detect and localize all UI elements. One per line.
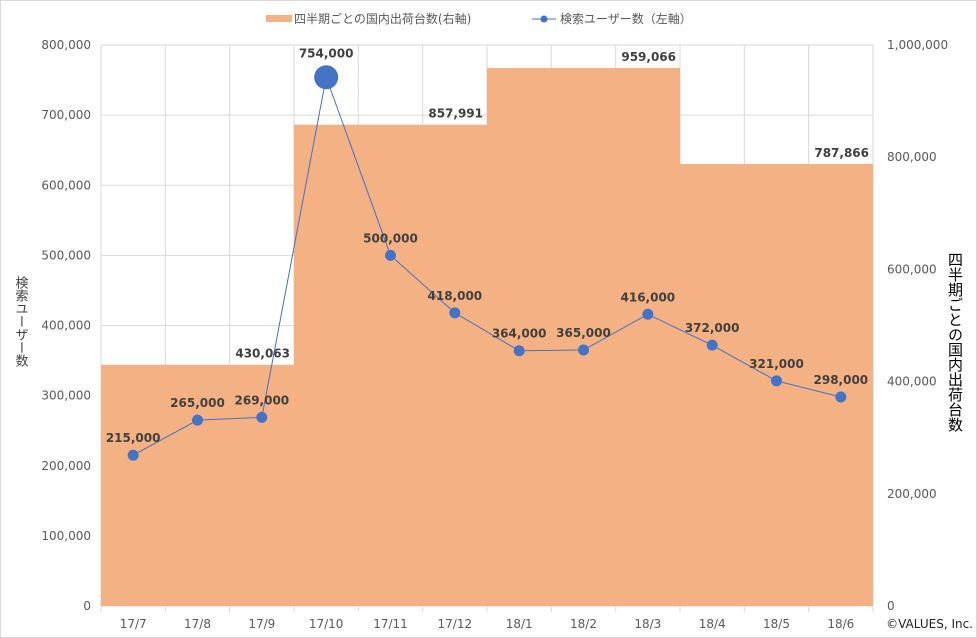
line-point — [706, 339, 718, 351]
bar-data-label: 959,066 — [621, 50, 676, 64]
line-point — [385, 249, 396, 261]
left-tick-label: 100,000 — [41, 529, 91, 543]
left-tick-label: 800,000 — [41, 38, 91, 52]
right-tick-label: 1,000,000 — [887, 38, 948, 52]
line-data-label: 265,000 — [170, 396, 225, 410]
line-data-label: 364,000 — [492, 327, 547, 341]
line-point — [192, 414, 203, 426]
left-tick-label: 200,000 — [41, 459, 91, 473]
left-tick-label: 300,000 — [41, 389, 91, 403]
line-point — [314, 65, 339, 90]
left-tick-label: 500,000 — [41, 248, 91, 262]
line-point — [449, 307, 461, 319]
line-point — [256, 411, 268, 423]
line-data-label: 418,000 — [428, 289, 483, 303]
x-tick-label: 18/4 — [699, 617, 726, 631]
x-tick-label: 18/5 — [763, 617, 790, 631]
legend-bar-swatch — [266, 15, 292, 22]
right-tick-label: 400,000 — [887, 375, 937, 389]
line-data-label: 365,000 — [556, 326, 611, 340]
right-tick-label: 0 — [887, 599, 895, 613]
x-tick-label: 18/3 — [634, 617, 661, 631]
line-data-label: 298,000 — [814, 373, 869, 387]
quarter-bar — [101, 364, 294, 606]
line-data-label: 372,000 — [685, 321, 740, 335]
x-tick-label: 17/12 — [438, 617, 473, 631]
bar-data-label: 787,866 — [814, 146, 869, 160]
x-tick-label: 17/11 — [373, 617, 408, 631]
right-axis-title: 四半期ごとの国内出荷台数 — [946, 252, 964, 432]
line-point — [513, 345, 525, 357]
line-data-label: 754,000 — [299, 46, 354, 60]
right-tick-label: 600,000 — [887, 262, 937, 276]
line-data-label: 416,000 — [621, 290, 676, 304]
x-tick-label: 17/7 — [120, 617, 147, 631]
line-point — [578, 344, 589, 356]
bar-data-label: 430,063 — [235, 347, 290, 361]
legend-line-marker — [540, 15, 548, 23]
line-data-label: 215,000 — [106, 431, 161, 445]
x-tick-label: 17/9 — [248, 617, 275, 631]
right-tick-label: 200,000 — [887, 487, 937, 501]
x-tick-label: 18/6 — [827, 617, 854, 631]
bar-data-label: 857,991 — [428, 107, 483, 121]
left-tick-label: 0 — [83, 599, 91, 613]
left-tick-label: 600,000 — [41, 178, 91, 192]
legend-bar-label: 四半期ごとの国内出荷台数(右軸) — [294, 11, 471, 26]
line-data-label: 321,000 — [749, 357, 804, 371]
line-data-label: 500,000 — [363, 231, 418, 245]
line-point — [835, 391, 847, 403]
line-point — [127, 449, 139, 461]
quarter-bar — [487, 67, 680, 606]
x-tick-label: 17/8 — [184, 617, 211, 631]
quarter-bar — [294, 124, 487, 606]
x-tick-label: 18/2 — [570, 617, 597, 631]
right-tick-label: 800,000 — [887, 150, 937, 164]
x-tick-label: 17/10 — [309, 617, 344, 631]
left-tick-label: 400,000 — [41, 319, 91, 333]
line-point — [642, 308, 654, 320]
copyright: ©VALUES, Inc. — [886, 617, 973, 631]
line-data-label: 269,000 — [235, 393, 290, 407]
left-axis-title: 検索ユーザー数 — [13, 276, 29, 367]
line-point — [771, 375, 782, 387]
line-series — [132, 75, 841, 456]
left-tick-label: 700,000 — [41, 108, 91, 122]
legend-line-label: 検索ユーザー数（左軸） — [560, 11, 692, 26]
x-tick-label: 18/1 — [506, 617, 533, 631]
